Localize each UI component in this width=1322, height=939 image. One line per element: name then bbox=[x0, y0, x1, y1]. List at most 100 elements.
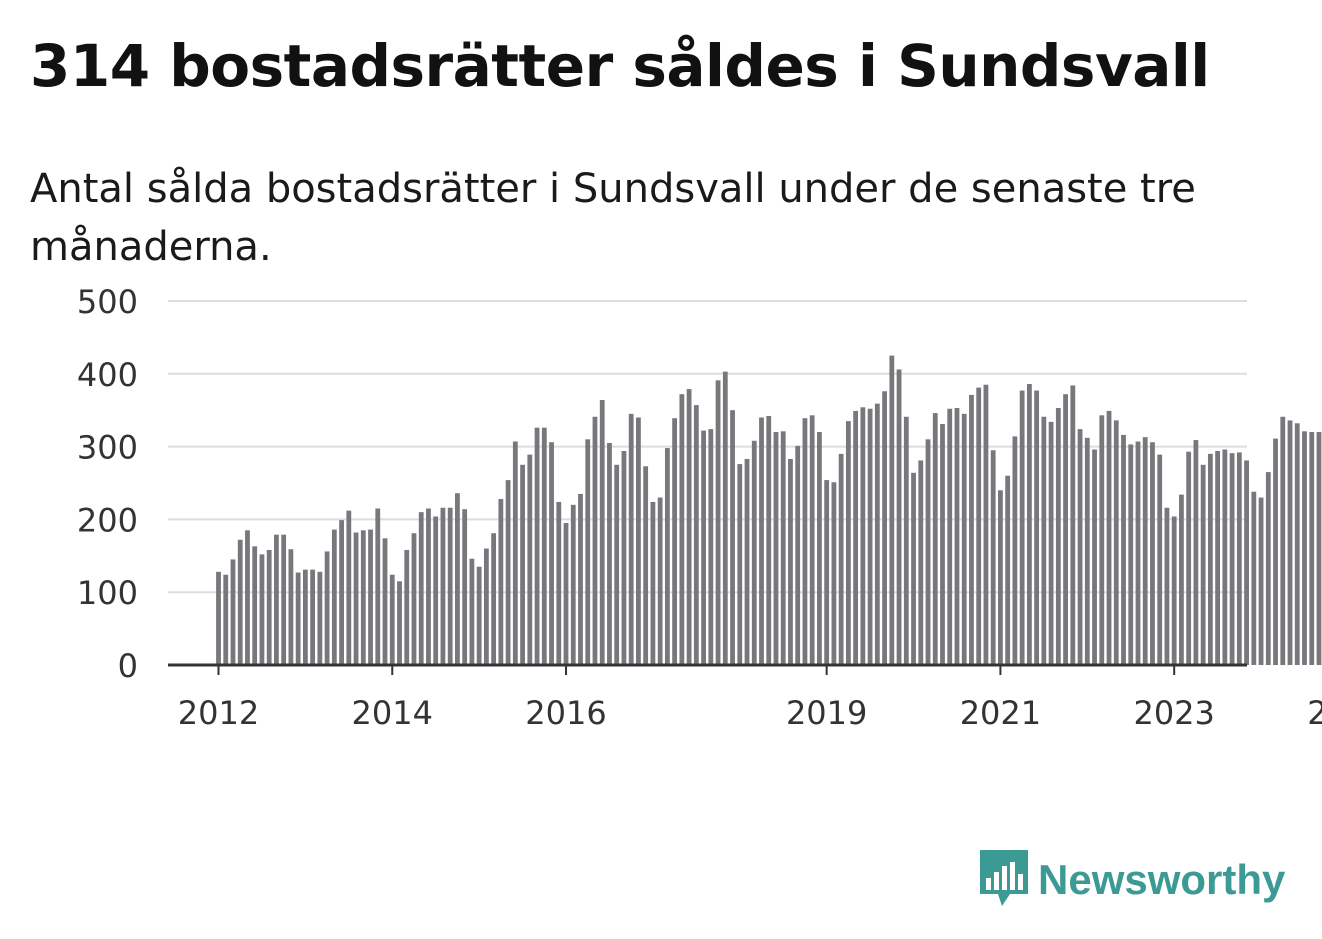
bar bbox=[1164, 507, 1170, 665]
bar bbox=[1121, 434, 1126, 665]
bar bbox=[1077, 429, 1083, 665]
bar bbox=[592, 416, 598, 665]
bar bbox=[1236, 452, 1242, 665]
bar bbox=[983, 384, 989, 665]
x-tick-label: 2023 bbox=[1133, 694, 1214, 732]
bar bbox=[1294, 423, 1300, 665]
bar bbox=[317, 571, 323, 665]
bar bbox=[1287, 420, 1293, 665]
bar bbox=[426, 508, 431, 665]
bar bbox=[375, 508, 381, 665]
chart-title: 314 bostadsrätter såldes i Sundsvall bbox=[30, 32, 1210, 100]
bar bbox=[969, 394, 974, 665]
bar bbox=[469, 558, 475, 665]
bar bbox=[1070, 385, 1076, 665]
bar bbox=[766, 416, 772, 665]
bar bbox=[809, 415, 815, 665]
bar bbox=[1150, 442, 1155, 665]
bar bbox=[961, 413, 967, 665]
bar bbox=[867, 408, 873, 665]
bar bbox=[331, 529, 337, 665]
bar bbox=[585, 439, 591, 665]
bar bbox=[447, 507, 453, 665]
bar bbox=[411, 533, 417, 665]
bar bbox=[672, 418, 678, 665]
bar bbox=[874, 403, 880, 665]
bar bbox=[353, 532, 359, 665]
bar bbox=[1265, 472, 1271, 665]
y-tick-label: 300 bbox=[77, 429, 138, 467]
bar bbox=[302, 569, 308, 665]
bars bbox=[216, 355, 1322, 665]
bar bbox=[1005, 475, 1011, 665]
bar bbox=[607, 442, 612, 665]
bar bbox=[722, 371, 728, 665]
bar bbox=[389, 574, 395, 665]
bar bbox=[230, 559, 236, 665]
y-tick-label: 400 bbox=[77, 356, 138, 394]
bar bbox=[563, 523, 569, 665]
bar bbox=[259, 554, 265, 665]
bar bbox=[831, 482, 837, 665]
bar bbox=[360, 530, 366, 665]
bar bbox=[498, 499, 504, 665]
bar bbox=[216, 571, 221, 665]
bar bbox=[1179, 494, 1184, 665]
bar bbox=[476, 566, 482, 665]
bar bbox=[737, 464, 743, 665]
bar bbox=[650, 501, 656, 665]
bar bbox=[889, 355, 895, 665]
bar bbox=[520, 464, 525, 665]
bar bbox=[245, 530, 250, 665]
bar bbox=[1186, 451, 1192, 665]
bar bbox=[708, 429, 714, 665]
bar bbox=[882, 391, 887, 665]
bar bbox=[274, 534, 279, 665]
bar bbox=[621, 450, 627, 665]
bar bbox=[998, 490, 1003, 665]
bar bbox=[404, 549, 410, 665]
bar bbox=[817, 432, 822, 665]
bar bbox=[1084, 437, 1090, 665]
bar bbox=[664, 448, 670, 665]
bar bbox=[1113, 420, 1119, 665]
bar bbox=[223, 574, 229, 665]
bar bbox=[578, 493, 583, 665]
bar bbox=[686, 389, 692, 665]
bar bbox=[324, 551, 330, 665]
y-tick-label: 500 bbox=[77, 283, 138, 321]
brand[interactable]: Newsworthy bbox=[980, 850, 1285, 910]
x-axis: 2012 2014 2016 2019 2021 2023 2025 bbox=[168, 663, 1322, 732]
bar bbox=[433, 516, 439, 665]
bar bbox=[397, 581, 402, 665]
bar bbox=[1229, 453, 1235, 665]
bar bbox=[1135, 441, 1141, 665]
y-tick-label: 0 bbox=[118, 647, 138, 685]
x-tick-label: 2019 bbox=[786, 694, 867, 732]
bar bbox=[1215, 450, 1221, 665]
bar bbox=[838, 453, 844, 665]
bar bbox=[824, 480, 830, 665]
bar bbox=[455, 493, 460, 665]
bar bbox=[1157, 454, 1163, 665]
bar bbox=[780, 431, 786, 665]
bar bbox=[1302, 431, 1307, 665]
bar bbox=[310, 569, 316, 665]
bar bbox=[281, 534, 287, 665]
bar bbox=[1222, 449, 1228, 665]
bar bbox=[976, 387, 982, 665]
bar bbox=[759, 417, 764, 665]
bar bbox=[679, 394, 685, 665]
newsworthy-logo-icon bbox=[980, 850, 1028, 906]
bar bbox=[491, 533, 497, 665]
bar bbox=[1258, 497, 1264, 665]
bar bbox=[911, 472, 916, 665]
bar bbox=[1041, 416, 1047, 665]
y-tick-label: 200 bbox=[77, 501, 138, 539]
bar bbox=[368, 529, 373, 665]
bar bbox=[1012, 436, 1018, 665]
bar bbox=[1026, 383, 1032, 665]
bar bbox=[925, 439, 931, 665]
bar bbox=[730, 410, 735, 665]
bar bbox=[295, 572, 301, 665]
